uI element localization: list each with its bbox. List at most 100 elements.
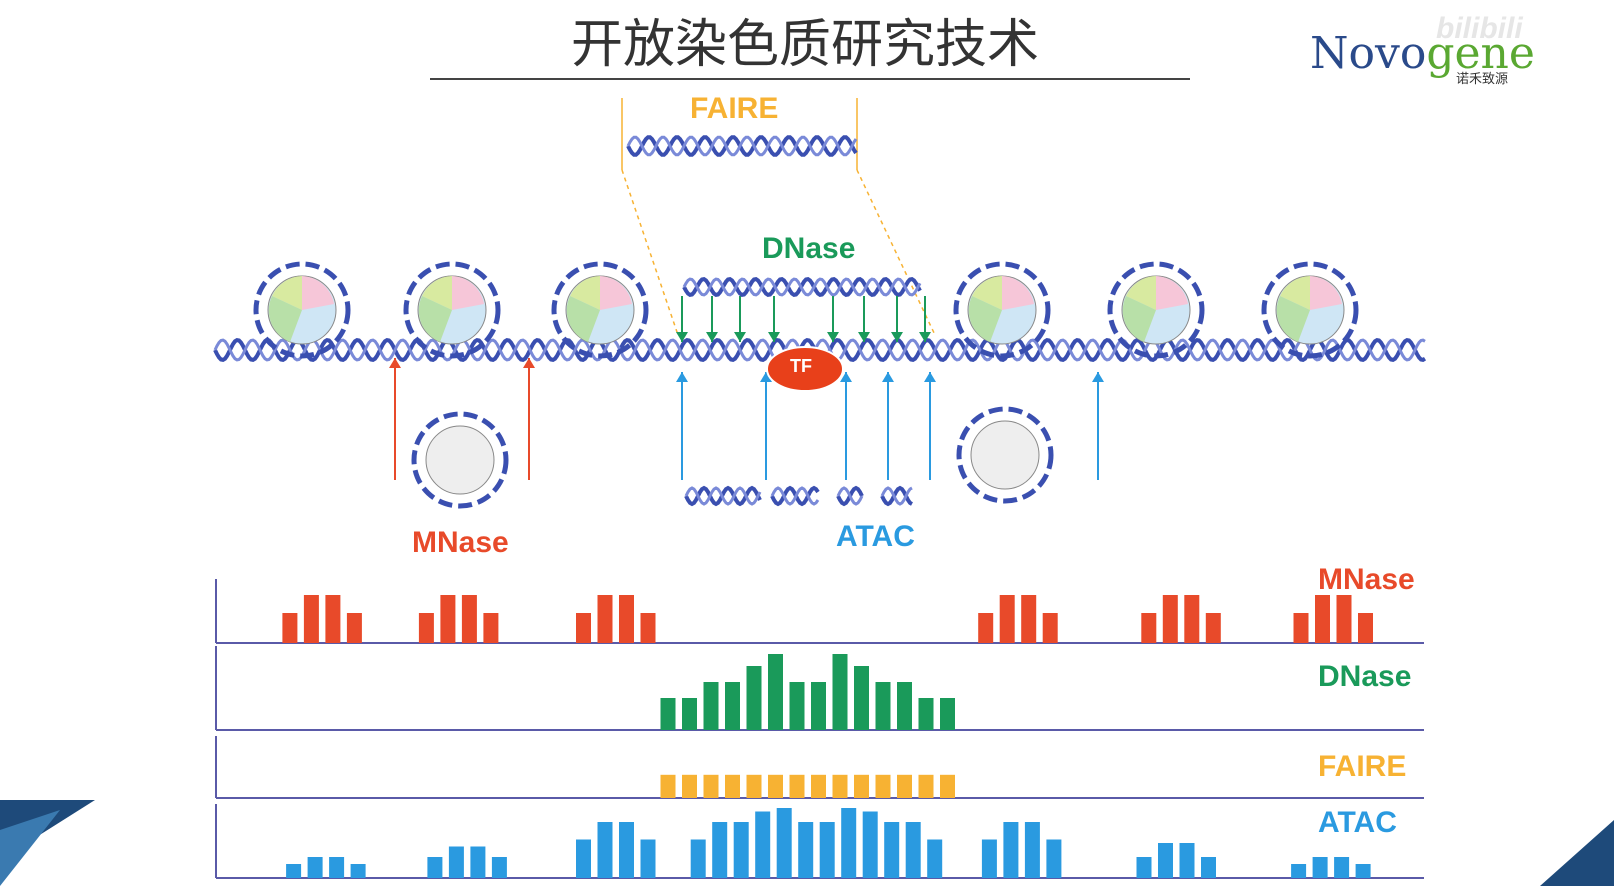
track-bar-mnase [1205,613,1221,643]
mnase-arrow [523,358,535,480]
track-bar-atac [329,857,345,878]
track-bar-dnase [660,698,676,730]
track-bar-faire [789,774,805,798]
mnase-label: MNase [412,526,509,559]
track-bar-faire [746,774,762,798]
track-bar-faire [832,774,848,798]
track-bar-atac [427,857,443,878]
track-bar-mnase [1315,595,1330,643]
atac-arrow [1092,372,1104,480]
watermark: bilibili [1436,12,1523,45]
dnase-arrow [706,296,718,342]
track-bar-mnase [978,613,994,643]
track-bar-atac [1355,864,1371,878]
track-label-faire: FAIRE [1318,750,1407,783]
corner-decoration-right [1540,820,1614,886]
track-bar-dnase [832,654,848,730]
atac-arrow [882,372,894,480]
atac-arrow [676,372,688,480]
track-bar-atac [350,864,366,878]
track-bar-faire [811,774,826,798]
track-bar-mnase [1042,613,1058,643]
nucleosome [403,261,501,359]
track-bar-atac [776,808,792,878]
track-bar-atac [448,846,464,878]
track-label-dnase: DNase [1318,660,1412,693]
track-bar-dnase [725,682,740,730]
track-bar-dnase [789,682,805,730]
track-bar-mnase [303,595,319,643]
track-bar-mnase [483,613,499,643]
faire-label: FAIRE [690,92,779,125]
page-title: 开放染色质研究技术 [570,15,1039,75]
logo-text-a: Novo [1310,28,1427,79]
tf-protein [766,346,844,392]
dnase-label: DNase [762,232,856,265]
track-bar-dnase [918,698,934,730]
track-bar-faire [703,774,719,798]
track-bar-atac [798,822,814,878]
track-bar-atac [690,839,706,878]
track-bar-atac [619,822,634,878]
track-bar-atac [841,808,857,878]
atac-fragment [684,485,762,507]
track-bar-atac [1024,822,1040,878]
track-bar-faire [897,774,912,798]
atac-fragment [836,485,864,507]
track-bar-atac [640,839,656,878]
track-bar-atac [819,822,835,878]
track-bar-mnase [346,613,362,643]
track-bar-faire [854,774,869,798]
track-bar-faire [725,774,740,798]
track-bar-mnase [418,613,434,643]
atac-fragment [880,485,913,507]
corner-decoration-left-2 [0,810,60,886]
track-bar-mnase [325,595,341,643]
faire-fragment [626,135,858,157]
track-bar-mnase [1184,595,1200,643]
nucleosome [1107,261,1205,359]
atac-label: ATAC [836,520,915,553]
track-bar-atac [733,822,749,878]
track-bar-mnase [1141,613,1157,643]
track-bar-atac [905,822,921,878]
track-bar-atac [884,822,900,878]
dnase-arrow [891,296,903,342]
track-bar-atac [1312,857,1328,878]
track-bar-atac [981,839,997,878]
track-bar-atac [286,864,302,878]
track-bar-mnase [1358,613,1373,643]
track-bar-mnase [640,613,656,643]
dnase-arrow [768,296,780,342]
novogene-logo: Novogene [1310,28,1535,79]
nucleosome [551,261,649,359]
track-bar-mnase [576,613,591,643]
track-bar-atac [712,822,728,878]
logo-subtitle: 诺禾致源 [1456,72,1509,87]
atac-arrow [760,372,772,480]
track-bar-dnase [940,698,955,730]
track-bar-faire [768,774,783,798]
logo-text-b: gene [1426,28,1535,79]
track-bar-atac [491,857,507,878]
track-bar-faire [682,774,697,798]
dnase-arrow [734,296,746,342]
dnase-arrow [676,296,688,342]
atac-fragment [770,485,820,507]
track-bar-mnase [999,595,1015,643]
mnase-arrow [389,358,401,480]
dnase-arrow [919,296,931,342]
track-bar-dnase [897,682,912,730]
tf-label: TF [790,356,812,376]
title-underline [430,78,1190,80]
atac-arrow [840,372,852,480]
nucleosome [1261,261,1359,359]
dnase-fragment [682,276,922,298]
track-bar-faire [875,774,891,798]
evicted-nucleosome [411,411,509,509]
track-bar-dnase [682,698,697,730]
track-bar-dnase [875,682,891,730]
cut-arrows [389,296,1104,480]
nucleosome [953,261,1051,359]
